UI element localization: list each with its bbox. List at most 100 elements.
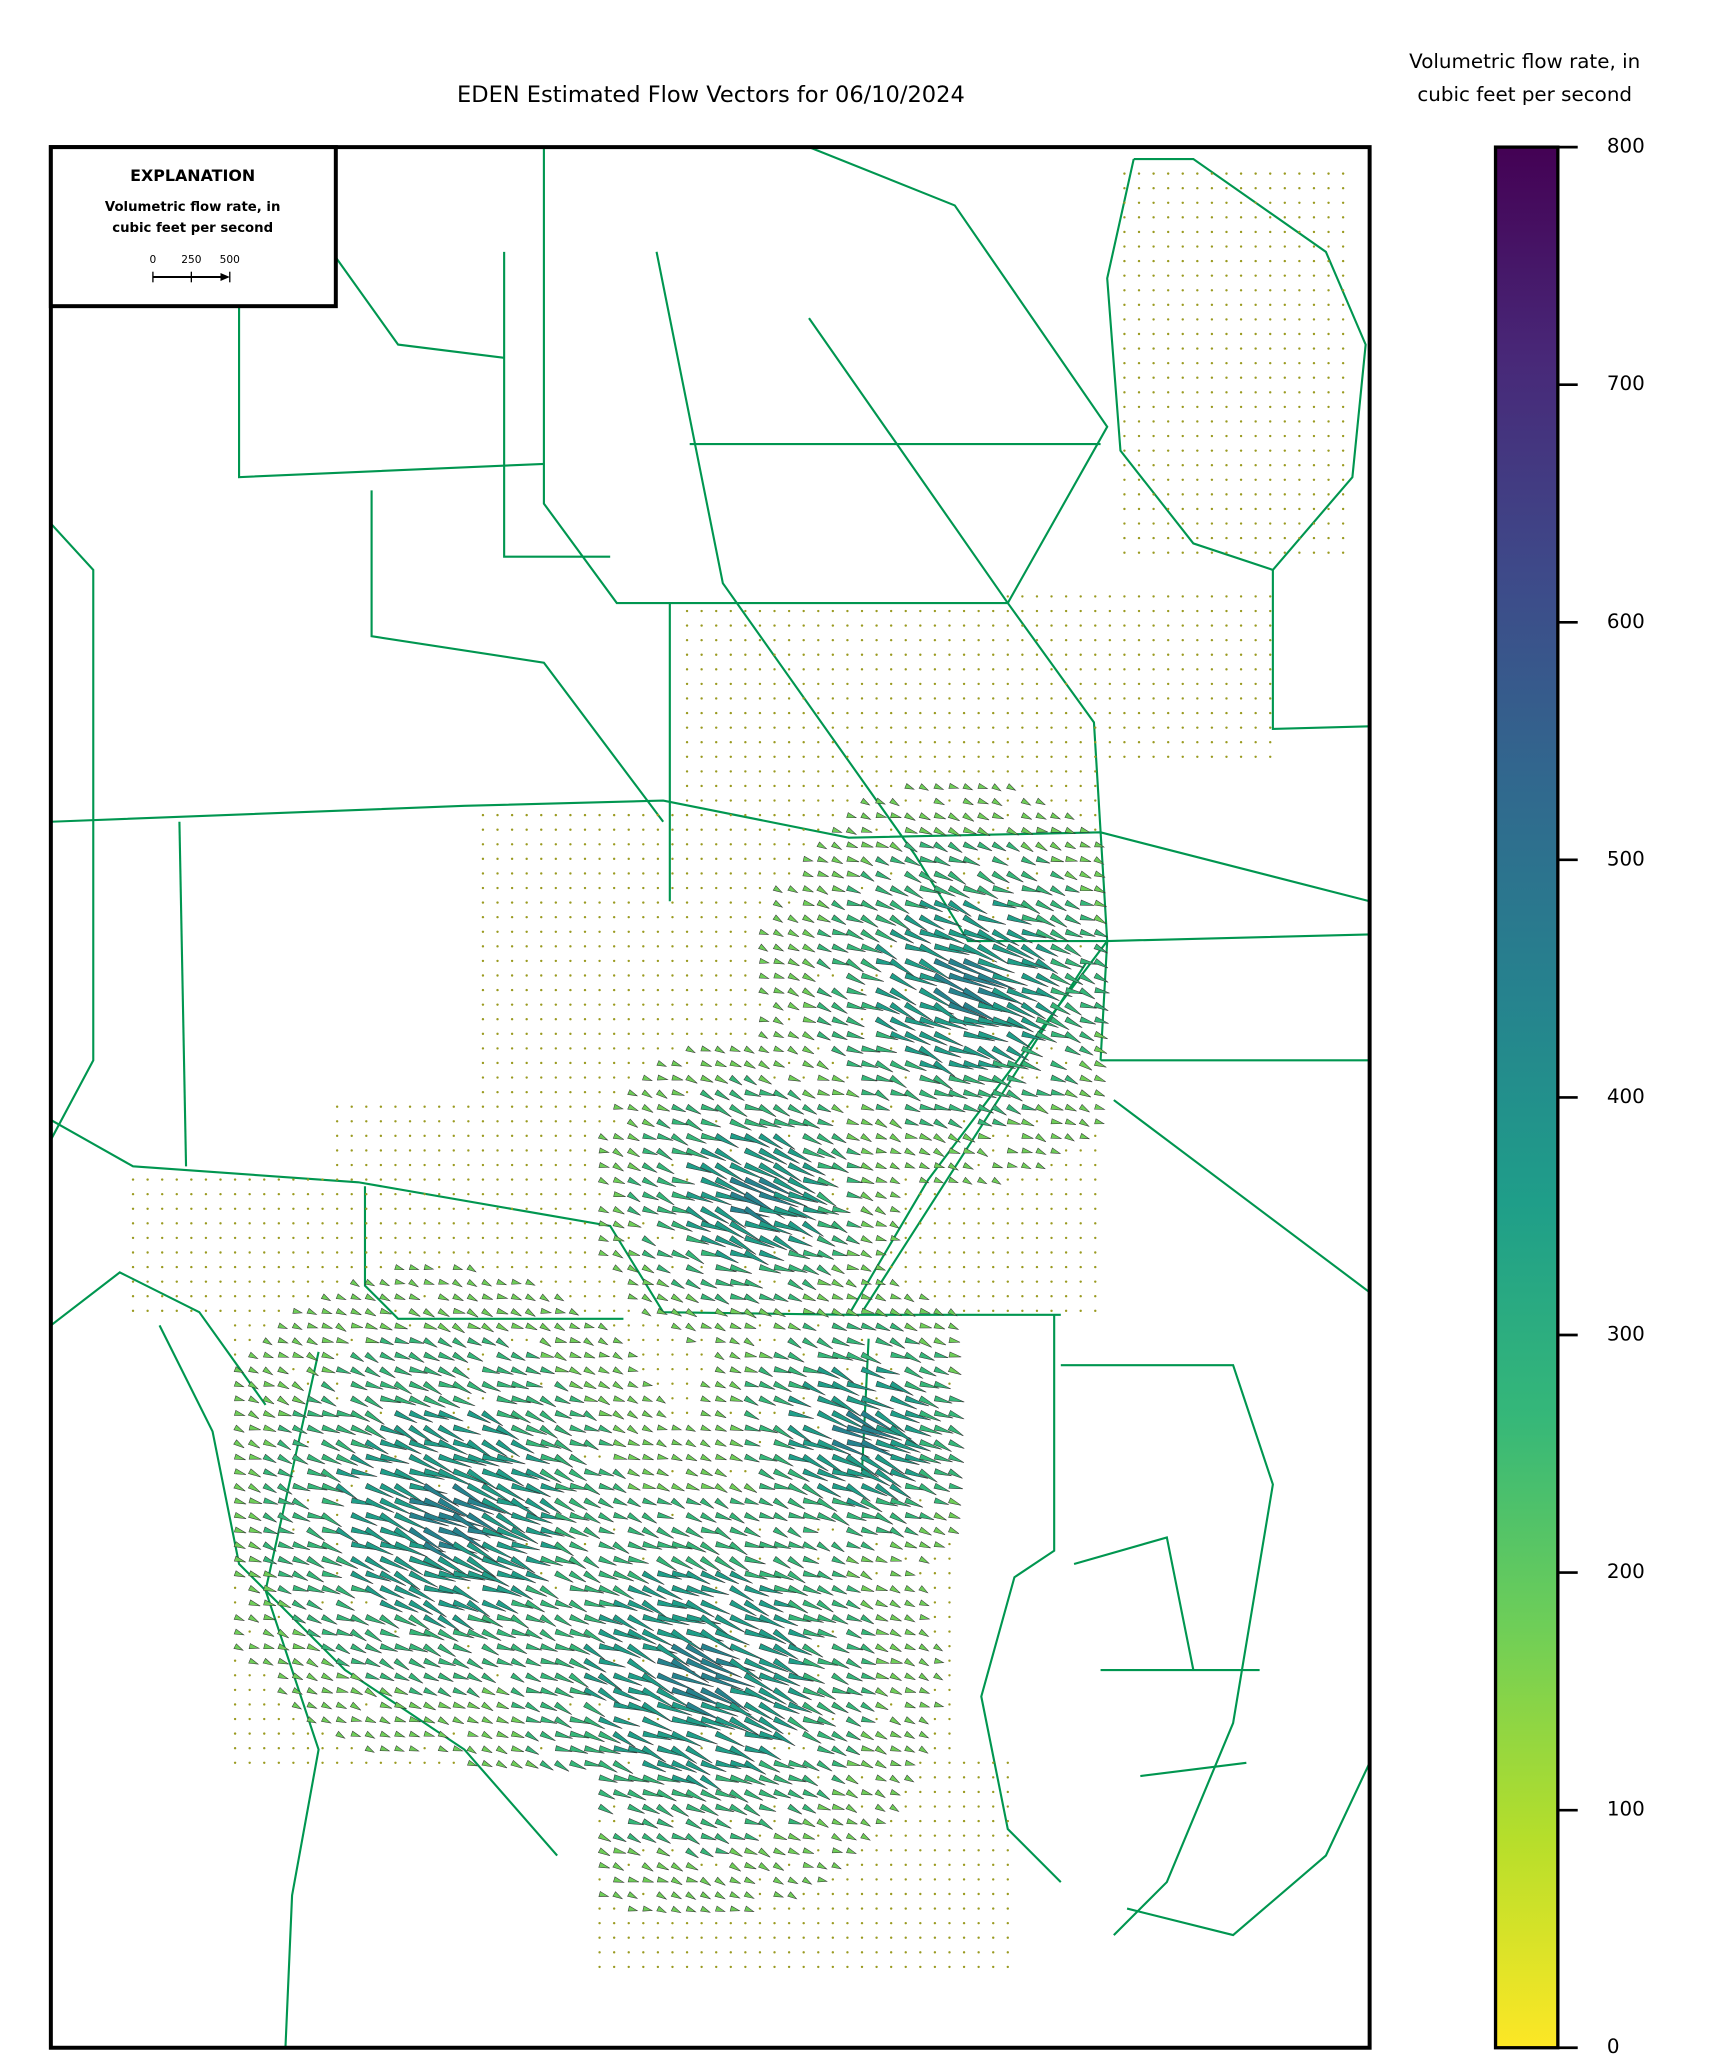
- flow-dot: [729, 770, 732, 773]
- flow-dot: [1006, 682, 1009, 686]
- flow-arrow: [569, 1424, 587, 1433]
- flow-arrow: [379, 1643, 398, 1652]
- flow-arrow: [495, 1512, 526, 1534]
- flow-dot: [685, 1061, 689, 1065]
- flow-arrow: [889, 1118, 903, 1129]
- flow-dot: [569, 1149, 572, 1152]
- flow-arrow: [846, 1395, 881, 1410]
- flow-dot: [540, 1018, 543, 1021]
- flow-arrow: [641, 1818, 659, 1829]
- flow-dot: [1254, 230, 1257, 234]
- flow-arrow: [685, 1206, 710, 1224]
- flow-dot: [1137, 230, 1141, 234]
- flow-dot: [1239, 551, 1243, 554]
- flow-dot: [889, 784, 893, 788]
- flow-dot: [977, 1207, 980, 1210]
- flow-arrow: [773, 1322, 786, 1330]
- flow-dot: [540, 843, 543, 846]
- flow-arrow: [452, 1351, 469, 1363]
- flow-dot: [700, 857, 703, 861]
- flow-dot: [1006, 1192, 1009, 1196]
- flow-arrow: [525, 1293, 537, 1302]
- flow-dot: [729, 1149, 732, 1152]
- flow-dot: [525, 1003, 528, 1006]
- flow-arrow: [1065, 855, 1078, 862]
- flow-arrow: [933, 1409, 954, 1419]
- flow-dot: [408, 1236, 412, 1240]
- flow-dot: [612, 1295, 616, 1298]
- flow-arrow: [788, 1818, 803, 1825]
- flow-dot: [1137, 289, 1141, 292]
- flow-arrow: [787, 1847, 800, 1855]
- flow-arrow: [787, 914, 799, 923]
- flow-arrow: [1064, 1089, 1078, 1098]
- flow-arrow: [540, 1657, 559, 1665]
- flow-arrow: [772, 1730, 796, 1747]
- flow-dot: [248, 1265, 251, 1269]
- flow-dot: [919, 770, 922, 773]
- flow-dot: [292, 1207, 295, 1210]
- flow-dot: [569, 1178, 572, 1181]
- flow-arrow: [598, 1541, 616, 1550]
- flow-arrow: [394, 1278, 406, 1285]
- flow-dot: [1137, 522, 1141, 525]
- flow-dot: [817, 755, 820, 758]
- flow-dot: [1196, 289, 1199, 292]
- flow-dot: [612, 1061, 616, 1065]
- flow-arrow: [728, 1658, 763, 1681]
- flow-arrow: [233, 1439, 245, 1449]
- flow-dot: [889, 770, 893, 773]
- flow-arrow: [437, 1395, 461, 1409]
- flow-arrow: [846, 987, 867, 996]
- flow-arrow: [379, 1337, 394, 1346]
- flow-dot: [583, 1280, 587, 1283]
- flow-arrow: [846, 1672, 863, 1682]
- flow-dot: [365, 1251, 368, 1254]
- flow-dot: [962, 872, 966, 875]
- flow-dot: [219, 1236, 222, 1240]
- flow-dot: [1269, 624, 1272, 627]
- flow-dot: [977, 697, 980, 700]
- flow-arrow: [700, 1424, 712, 1432]
- flow-arrow: [933, 1468, 952, 1477]
- flow-dot: [175, 1280, 178, 1283]
- flow-dot: [1341, 376, 1345, 379]
- flow-dot: [598, 1936, 601, 1939]
- flow-dot: [452, 1411, 455, 1415]
- flow-dot: [627, 1761, 630, 1764]
- flow-arrow: [685, 1162, 712, 1174]
- flow-dot: [1152, 318, 1155, 321]
- flow-arrow: [612, 1541, 630, 1554]
- flow-arrow: [598, 1614, 623, 1626]
- flow-dot: [1283, 245, 1286, 248]
- flow-dot: [1196, 668, 1199, 671]
- flow-dot: [525, 1178, 528, 1181]
- flow-arrow: [918, 1745, 929, 1754]
- flow-dot: [1021, 1192, 1024, 1196]
- flow-dot: [787, 1061, 791, 1065]
- flow-arrow: [714, 1380, 727, 1389]
- flow-arrow: [612, 1731, 636, 1748]
- flow-arrow: [889, 1614, 902, 1622]
- flow-arrow: [772, 1089, 789, 1100]
- flow-dot: [802, 1965, 805, 1969]
- flow-dot: [1210, 726, 1214, 729]
- flow-dot: [860, 784, 864, 788]
- flow-dot: [1094, 726, 1097, 729]
- flow-dot: [627, 1951, 630, 1954]
- flow-dot: [569, 1076, 572, 1079]
- flow-dot: [1239, 303, 1243, 307]
- flow-arrow: [933, 1541, 946, 1548]
- flow-arrow: [933, 826, 947, 836]
- flow-dot: [612, 1805, 616, 1808]
- flow-dot: [729, 697, 732, 700]
- flow-arrow: [772, 914, 784, 923]
- flow-arrow: [671, 1089, 685, 1096]
- flow-arrow: [773, 957, 786, 965]
- flow-arrow: [729, 1701, 761, 1723]
- flow-dot: [787, 1732, 791, 1735]
- flow-dot: [1298, 405, 1301, 409]
- flow-dot: [933, 1251, 937, 1254]
- flow-arrow: [758, 1074, 772, 1085]
- flow-arrow: [904, 1103, 921, 1113]
